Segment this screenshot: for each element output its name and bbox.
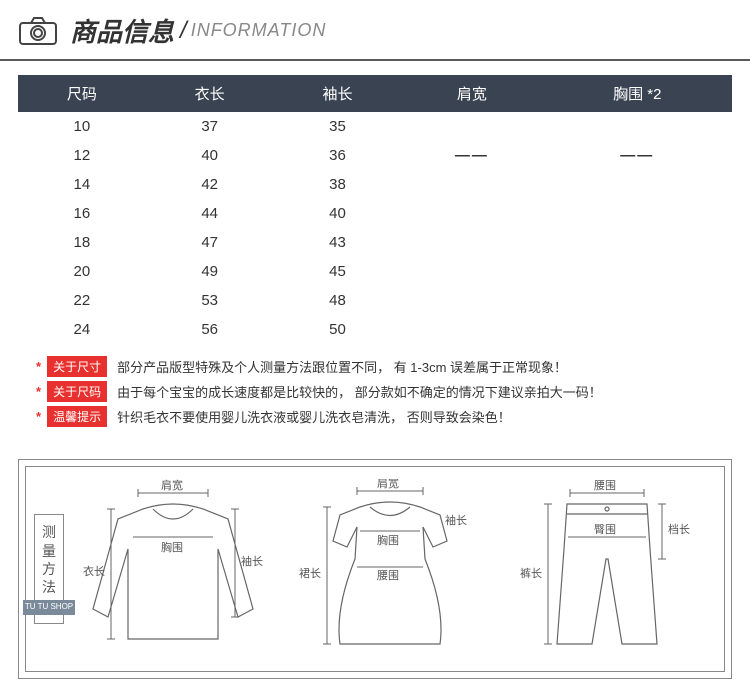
table-cell: 47	[146, 228, 274, 257]
table-row: 144238	[18, 170, 732, 199]
table-header-cell: 尺码	[18, 75, 146, 112]
label-shoulder: 肩宽	[161, 479, 183, 492]
table-cell: 53	[146, 286, 274, 315]
table-cell	[543, 257, 732, 286]
table-cell: 42	[146, 170, 274, 199]
note-tag: 关于尺码	[47, 381, 107, 402]
table-cell	[543, 286, 732, 315]
table-row: 204945	[18, 257, 732, 286]
table-row: 164440	[18, 199, 732, 228]
note-text: 由于每个宝宝的成长速度都是比较快的， 部分款如不确定的情况下建议亲拍大一码！	[117, 382, 602, 401]
measurement-diagram: 测 量 方 法 TU TU SHOP 肩宽 胸围 衣长	[18, 459, 732, 679]
table-header-cell: 袖长	[274, 75, 402, 112]
table-cell	[543, 228, 732, 257]
table-row: 225348	[18, 286, 732, 315]
table-cell: 50	[274, 315, 402, 344]
table-cell: 36	[274, 141, 402, 170]
label-sleeve: 袖长	[241, 554, 263, 568]
camera-icon	[18, 16, 58, 46]
label-waist: 腰围	[377, 569, 399, 582]
table-header-cell: 胸围 *2	[543, 75, 732, 112]
label-hip: 臀围	[594, 523, 616, 536]
note-row: * 温馨提示针织毛衣不要使用婴儿洗衣液或婴儿洗衣皂清洗， 否则导致会染色！	[36, 406, 714, 427]
table-cell	[543, 112, 732, 141]
table-cell: 24	[18, 315, 146, 344]
table-cell: 20	[18, 257, 146, 286]
table-cell	[543, 199, 732, 228]
label-waist: 腰围	[594, 479, 616, 492]
table-cell	[543, 170, 732, 199]
diagram-inner: 测 量 方 法 TU TU SHOP 肩宽 胸围 衣长	[25, 466, 725, 672]
table-cell: 14	[18, 170, 146, 199]
table-row: 124036————	[18, 141, 732, 170]
table-cell	[401, 257, 542, 286]
measure-char: 测	[42, 523, 56, 541]
note-tag: 温馨提示	[47, 406, 107, 427]
measure-char: 法	[42, 578, 56, 596]
table-cell	[401, 112, 542, 141]
table-cell: 49	[146, 257, 274, 286]
table-cell: 44	[146, 199, 274, 228]
note-text: 针织毛衣不要使用婴儿洗衣液或婴儿洗衣皂清洗， 否则导致会染色！	[117, 407, 511, 426]
table-cell: ——	[543, 141, 732, 170]
table-cell	[401, 170, 542, 199]
label-rise: 档长	[668, 522, 690, 536]
table-row: 103735	[18, 112, 732, 141]
label-shoulder: 肩宽	[377, 479, 399, 490]
table-cell: 56	[146, 315, 274, 344]
note-row: * 关于尺码由于每个宝宝的成长速度都是比较快的， 部分款如不确定的情况下建议亲拍大…	[36, 381, 714, 402]
garment-dress: 肩宽 胸围 腰围 袖长 裙长	[281, 479, 498, 659]
label-skirt: 裙长	[299, 567, 321, 580]
garment-top: 肩宽 胸围 衣长 袖长	[64, 479, 281, 659]
size-table: 尺码衣长袖长肩宽胸围 *2 103735124036————1442381644…	[18, 75, 732, 344]
note-text: 部分产品版型特殊及个人测量方法跟位置不同， 有 1-3cm 误差属于正常现象！	[117, 357, 567, 376]
table-cell: 43	[274, 228, 402, 257]
table-cell	[401, 286, 542, 315]
header: 商品信息 / INFORMATION	[0, 0, 750, 61]
label-length: 衣长	[83, 564, 105, 578]
table-header-cell: 衣长	[146, 75, 274, 112]
note-star: *	[36, 384, 41, 399]
label-pants: 裤长	[520, 566, 542, 580]
table-cell: 16	[18, 199, 146, 228]
table-cell: 10	[18, 112, 146, 141]
table-header-cell: 肩宽	[401, 75, 542, 112]
table-row: 184743	[18, 228, 732, 257]
table-cell: 22	[18, 286, 146, 315]
title-slash: /	[180, 17, 187, 45]
table-cell: ——	[401, 141, 542, 170]
table-cell: 35	[274, 112, 402, 141]
table-cell	[401, 199, 542, 228]
note-row: * 关于尺寸部分产品版型特殊及个人测量方法跟位置不同， 有 1-3cm 误差属于正…	[36, 356, 714, 377]
table-cell: 12	[18, 141, 146, 170]
title-english: INFORMATION	[191, 20, 327, 41]
table-cell	[401, 315, 542, 344]
label-chest: 胸围	[377, 533, 399, 547]
table-cell: 48	[274, 286, 402, 315]
label-chest: 胸围	[161, 540, 183, 554]
measure-char: 量	[42, 542, 56, 560]
table-cell	[543, 315, 732, 344]
table-cell: 37	[146, 112, 274, 141]
table-cell	[401, 228, 542, 257]
measure-char: 方	[42, 560, 56, 578]
table-cell: 40	[146, 141, 274, 170]
note-star: *	[36, 409, 41, 424]
table-body: 103735124036————144238164440184743204945…	[18, 112, 732, 344]
table-cell: 40	[274, 199, 402, 228]
title-chinese: 商品信息	[70, 12, 174, 49]
label-sleeve: 袖长	[445, 513, 467, 527]
garment-pants: 腰围 臀围 档长 裤长	[499, 479, 716, 659]
table-cell: 18	[18, 228, 146, 257]
table-cell: 45	[274, 257, 402, 286]
table-row: 245650	[18, 315, 732, 344]
measure-method-label: 测 量 方 法 TU TU SHOP	[34, 514, 64, 623]
table-header-row: 尺码衣长袖长肩宽胸围 *2	[18, 75, 732, 112]
table-cell: 38	[274, 170, 402, 199]
note-star: *	[36, 359, 41, 374]
note-tag: 关于尺寸	[47, 356, 107, 377]
notes-section: * 关于尺寸部分产品版型特殊及个人测量方法跟位置不同， 有 1-3cm 误差属于正…	[0, 352, 750, 443]
